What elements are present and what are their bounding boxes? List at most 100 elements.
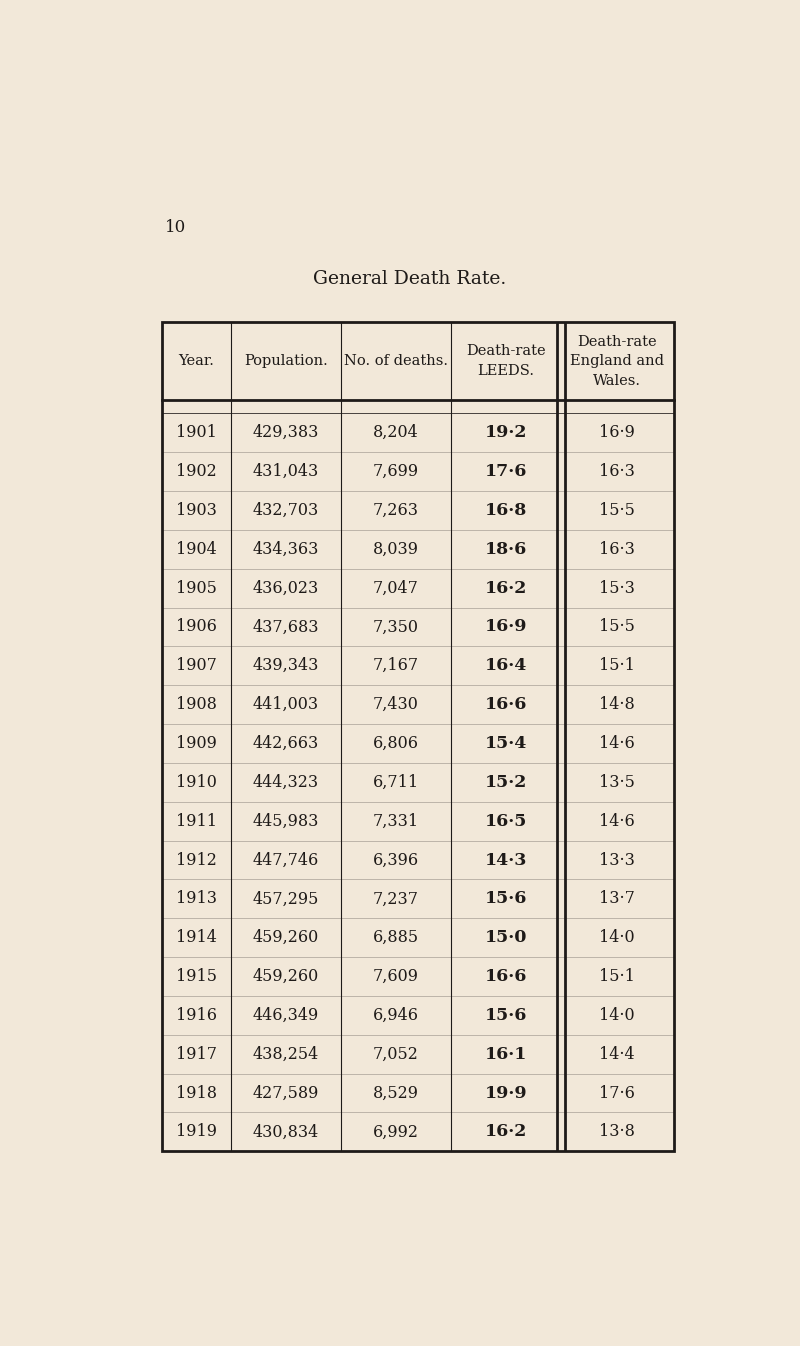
Text: 16·3: 16·3	[599, 541, 635, 557]
Text: 6,885: 6,885	[373, 929, 419, 946]
Text: 15·5: 15·5	[599, 502, 635, 520]
Text: 1903: 1903	[176, 502, 217, 520]
Text: 7,047: 7,047	[373, 580, 419, 596]
Text: Death-rate
England and
Wales.: Death-rate England and Wales.	[570, 335, 664, 388]
Text: No. of deaths.: No. of deaths.	[344, 354, 448, 367]
Text: 16·6: 16·6	[485, 696, 527, 713]
Text: 17·6: 17·6	[485, 463, 527, 481]
Text: 10: 10	[165, 218, 186, 236]
Text: 15·4: 15·4	[485, 735, 527, 752]
Text: 8,529: 8,529	[373, 1085, 419, 1101]
Text: 1906: 1906	[176, 618, 217, 635]
Text: 16·6: 16·6	[485, 968, 527, 985]
Text: 6,992: 6,992	[373, 1124, 419, 1140]
Text: 16·5: 16·5	[485, 813, 527, 829]
Text: 1909: 1909	[176, 735, 217, 752]
Text: 437,683: 437,683	[253, 618, 319, 635]
Text: 13·7: 13·7	[599, 890, 635, 907]
Text: 439,343: 439,343	[253, 657, 319, 674]
Text: Death-rate
LEEDS.: Death-rate LEEDS.	[466, 345, 546, 378]
Text: 1912: 1912	[176, 852, 217, 868]
Text: 13·8: 13·8	[599, 1124, 635, 1140]
Text: 7,331: 7,331	[373, 813, 419, 829]
Text: 6,396: 6,396	[373, 852, 419, 868]
Text: 447,746: 447,746	[253, 852, 319, 868]
Text: 15·5: 15·5	[599, 618, 635, 635]
Text: General Death Rate.: General Death Rate.	[314, 271, 506, 288]
Text: 8,039: 8,039	[373, 541, 419, 557]
Text: 442,663: 442,663	[253, 735, 319, 752]
Text: 1919: 1919	[176, 1124, 217, 1140]
Text: 7,052: 7,052	[373, 1046, 419, 1063]
Text: 1910: 1910	[176, 774, 217, 791]
Text: 16·9: 16·9	[485, 618, 527, 635]
Text: 6,711: 6,711	[373, 774, 419, 791]
Text: 1916: 1916	[176, 1007, 217, 1024]
Text: 15·6: 15·6	[485, 890, 527, 907]
Text: 7,609: 7,609	[373, 968, 419, 985]
Text: 14·0: 14·0	[599, 1007, 635, 1024]
Text: 16·9: 16·9	[599, 424, 635, 441]
Text: 457,295: 457,295	[253, 890, 319, 907]
Text: 16·2: 16·2	[485, 1124, 527, 1140]
Text: 14·0: 14·0	[599, 929, 635, 946]
Text: 438,254: 438,254	[253, 1046, 319, 1063]
Text: 1908: 1908	[176, 696, 217, 713]
Text: 15·0: 15·0	[485, 929, 527, 946]
Text: 16·3: 16·3	[599, 463, 635, 481]
Text: 14·4: 14·4	[599, 1046, 635, 1063]
Text: 15·1: 15·1	[599, 657, 635, 674]
Text: 13·3: 13·3	[599, 852, 635, 868]
Text: 427,589: 427,589	[253, 1085, 319, 1101]
Text: 16·4: 16·4	[485, 657, 527, 674]
Text: Population.: Population.	[244, 354, 328, 367]
Text: 459,260: 459,260	[253, 929, 319, 946]
Text: 1907: 1907	[176, 657, 217, 674]
Text: 444,323: 444,323	[253, 774, 319, 791]
Text: 14·8: 14·8	[599, 696, 635, 713]
Text: 1915: 1915	[176, 968, 217, 985]
Text: 15·3: 15·3	[599, 580, 635, 596]
Text: 7,263: 7,263	[373, 502, 419, 520]
Text: 7,430: 7,430	[373, 696, 419, 713]
Text: 1917: 1917	[176, 1046, 217, 1063]
Text: 1905: 1905	[176, 580, 217, 596]
Text: 19·9: 19·9	[485, 1085, 527, 1101]
Text: 19·2: 19·2	[485, 424, 527, 441]
Text: 432,703: 432,703	[253, 502, 319, 520]
Text: 6,806: 6,806	[373, 735, 419, 752]
Text: 436,023: 436,023	[253, 580, 319, 596]
Text: 16·2: 16·2	[485, 580, 527, 596]
Text: 6,946: 6,946	[373, 1007, 419, 1024]
Text: 1902: 1902	[176, 463, 217, 481]
Bar	[162, 322, 674, 1151]
Text: 430,834: 430,834	[253, 1124, 319, 1140]
Text: 446,349: 446,349	[253, 1007, 319, 1024]
Text: 16·8: 16·8	[485, 502, 527, 520]
Text: 7,350: 7,350	[373, 618, 419, 635]
Text: 13·5: 13·5	[599, 774, 635, 791]
Text: 15·1: 15·1	[599, 968, 635, 985]
Text: 14·6: 14·6	[599, 813, 635, 829]
Text: Year.: Year.	[178, 354, 214, 367]
Text: 16·1: 16·1	[485, 1046, 527, 1063]
Text: 1901: 1901	[176, 424, 217, 441]
Text: 431,043: 431,043	[253, 463, 319, 481]
Text: 7,237: 7,237	[373, 890, 419, 907]
Text: 18·6: 18·6	[485, 541, 527, 557]
Text: 459,260: 459,260	[253, 968, 319, 985]
Text: 14·3: 14·3	[485, 852, 527, 868]
Text: 7,167: 7,167	[373, 657, 419, 674]
Text: 445,983: 445,983	[253, 813, 319, 829]
Text: 1904: 1904	[176, 541, 217, 557]
Text: 17·6: 17·6	[599, 1085, 635, 1101]
Text: 1913: 1913	[176, 890, 217, 907]
Text: 15·6: 15·6	[485, 1007, 527, 1024]
Text: 1914: 1914	[176, 929, 217, 946]
Text: 429,383: 429,383	[253, 424, 319, 441]
Text: 15·2: 15·2	[485, 774, 527, 791]
Text: 14·6: 14·6	[599, 735, 635, 752]
Text: 1911: 1911	[176, 813, 217, 829]
Text: 7,699: 7,699	[373, 463, 419, 481]
Text: 1918: 1918	[176, 1085, 217, 1101]
